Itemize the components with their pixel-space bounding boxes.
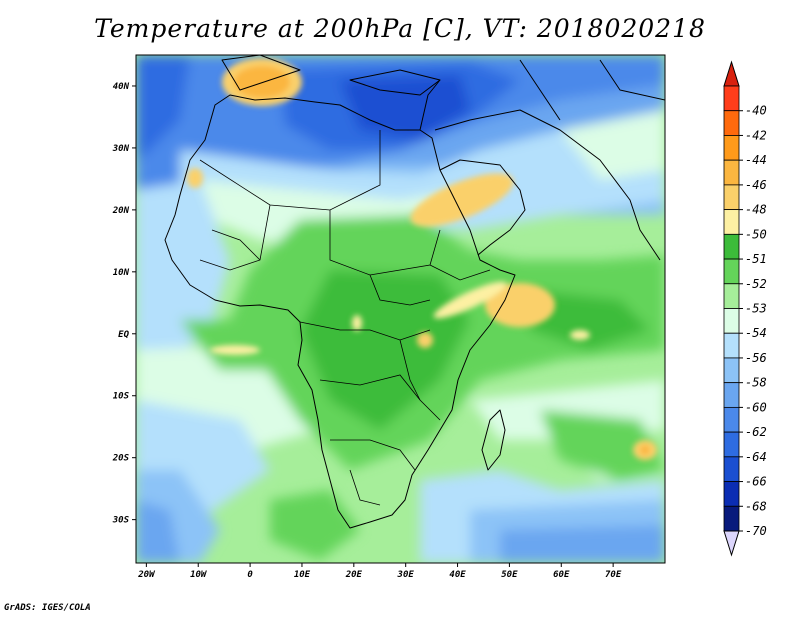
plot-frame (135, 54, 666, 564)
y-tick-label: 10N (113, 268, 130, 278)
colorbar-swatch (723, 233, 740, 260)
x-tick-label: 10E (294, 570, 311, 580)
colorbar-label: -68 (745, 499, 767, 513)
colorbar-label: -66 (745, 475, 767, 489)
colorbar-swatch (723, 85, 740, 112)
colorbar-swatch (723, 135, 740, 161)
x-tick-label: 20E (345, 570, 363, 580)
colorbar-swatch (723, 159, 740, 186)
y-tick-label: 40N (113, 82, 130, 92)
colorbar-label: -51 (745, 252, 767, 266)
chart-title: Temperature at 200hPa [C], VT: 201802021… (94, 14, 706, 43)
colorbar-swatch (723, 357, 740, 384)
axis-ticks: 20W 10W 0 10E 20E 30E 40E 50E 60E 70E 40N 30N 20N 10N… (112, 82, 622, 580)
colorbar-swatch (723, 456, 740, 482)
grads-credit: GrADS: IGES/COLA (4, 603, 91, 613)
colorbar-swatch (723, 110, 740, 136)
y-tick-label: 20S (112, 454, 130, 464)
colorbar-label: -48 (745, 203, 767, 217)
colorbar-swatch (723, 283, 740, 309)
colorbar-over-arrow (723, 60, 740, 87)
colorbar-label: -40 (745, 104, 767, 118)
colorbar-label: -58 (745, 376, 767, 390)
colorbar-label: -62 (745, 425, 767, 439)
x-tick-label: 10W (190, 570, 208, 580)
colorbar-label: -70 (745, 524, 767, 538)
y-tick-label: 30S (112, 516, 130, 526)
colorbar-label: -42 (745, 128, 767, 142)
colorbar-under-arrow (723, 530, 740, 557)
y-tick-label: 20N (112, 206, 130, 216)
colorbar-label: -56 (745, 351, 767, 365)
colorbar-label: -53 (745, 302, 767, 316)
x-tick-label: 40E (449, 570, 466, 580)
colorbar-label: -60 (745, 400, 767, 414)
colorbar-swatch (723, 308, 740, 334)
colorbar: -40 -42 -44 -46 -48 -50 -51 -52 -53 -54 -56 -58 -60 -… (723, 60, 767, 557)
colorbar-swatch (723, 209, 740, 235)
colorbar-swatch (723, 431, 740, 458)
colorbar-swatch (723, 505, 740, 532)
colorbar-swatch (723, 481, 740, 507)
colorbar-label: -44 (745, 153, 767, 167)
x-tick-label: 0 (247, 570, 253, 580)
x-tick-label: 60E (553, 570, 570, 580)
colorbar-label: -64 (745, 450, 767, 464)
colorbar-swatch (723, 258, 740, 285)
x-tick-label: 20W (137, 570, 156, 580)
coastlines (164, 55, 665, 529)
y-tick-label: 30N (112, 144, 130, 154)
colorbar-label: -54 (745, 326, 767, 340)
x-tick-label: 30E (397, 570, 415, 580)
colorbar-swatch (723, 184, 740, 211)
colorbar-label: -46 (745, 178, 767, 192)
country-borders (199, 130, 491, 506)
x-tick-label: 50E (501, 570, 518, 580)
colorbar-swatch (723, 406, 740, 433)
colorbar-label: -50 (745, 227, 767, 241)
x-tick-label: 70E (605, 570, 622, 580)
temperature-field (136, 55, 665, 563)
colorbar-label: -52 (745, 277, 767, 291)
colorbar-swatch (723, 382, 740, 408)
y-tick-label: 10S (113, 392, 130, 402)
y-tick-label: EQ (118, 330, 129, 340)
colorbar-swatch (723, 332, 740, 359)
